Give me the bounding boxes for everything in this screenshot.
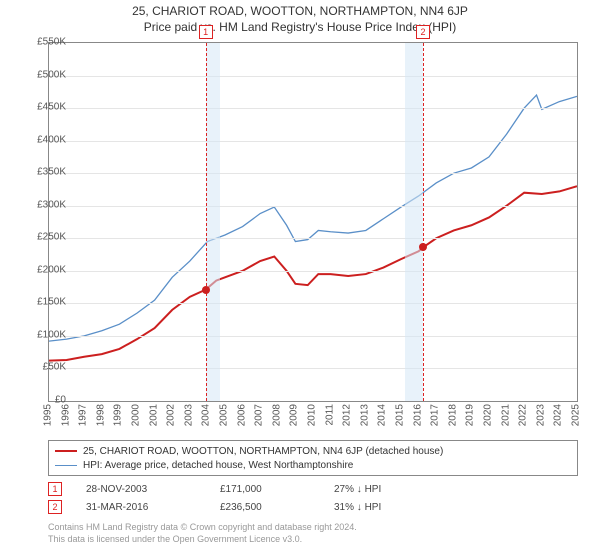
sale-marker: 1 <box>48 482 62 496</box>
y-axis-label: £100K <box>26 329 66 340</box>
x-axis-label: 2005 <box>219 404 230 426</box>
page-subtitle: Price paid vs. HM Land Registry's House … <box>0 20 600 34</box>
x-axis-label: 2004 <box>201 404 212 426</box>
sale-point <box>202 286 210 294</box>
x-axis-label: 2000 <box>131 404 142 426</box>
x-axis-label: 2010 <box>307 404 318 426</box>
chart-lines <box>49 43 577 401</box>
sale-delta: 31% ↓ HPI <box>334 502 381 513</box>
x-axis-label: 2007 <box>254 404 265 426</box>
x-axis-label: 2011 <box>324 404 335 426</box>
y-axis-label: £300K <box>26 199 66 210</box>
legend-item: HPI: Average price, detached house, West… <box>55 458 571 472</box>
sales-table: 1 28-NOV-2003 £171,000 27% ↓ HPI 2 31-MAR-201… <box>48 480 578 516</box>
x-axis-label: 2023 <box>535 404 546 426</box>
x-axis-label: 2017 <box>430 404 441 426</box>
shaded-band <box>405 43 423 401</box>
y-axis-label: £150K <box>26 297 66 308</box>
shaded-band <box>206 43 220 401</box>
legend: 25, CHARIOT ROAD, WOOTTON, NORTHAMPTON, … <box>48 440 578 476</box>
event-marker: 2 <box>416 25 430 39</box>
footer-line2: This data is licensed under the Open Gov… <box>48 534 578 546</box>
y-axis-label: £400K <box>26 134 66 145</box>
footer-line1: Contains HM Land Registry data © Crown c… <box>48 522 578 534</box>
legend-label: 25, CHARIOT ROAD, WOOTTON, NORTHAMPTON, … <box>83 446 443 457</box>
legend-label: HPI: Average price, detached house, West… <box>83 460 353 471</box>
x-axis-label: 2015 <box>395 404 406 426</box>
y-axis-label: £450K <box>26 102 66 113</box>
event-marker: 1 <box>199 25 213 39</box>
sale-date: 28-NOV-2003 <box>86 484 196 495</box>
x-axis-label: 2020 <box>483 404 494 426</box>
x-axis-label: 2018 <box>447 404 458 426</box>
legend-item: 25, CHARIOT ROAD, WOOTTON, NORTHAMPTON, … <box>55 444 571 458</box>
sale-row: 1 28-NOV-2003 £171,000 27% ↓ HPI <box>48 480 578 498</box>
sale-date: 31-MAR-2016 <box>86 502 196 513</box>
x-axis-label: 2006 <box>236 404 247 426</box>
y-axis-label: £200K <box>26 264 66 275</box>
x-axis-label: 2013 <box>359 404 370 426</box>
x-axis-label: 2021 <box>500 404 511 426</box>
footer: Contains HM Land Registry data © Crown c… <box>48 522 578 545</box>
title-block: 25, CHARIOT ROAD, WOOTTON, NORTHAMPTON, … <box>0 0 600 34</box>
x-axis-label: 2025 <box>571 404 582 426</box>
y-axis-label: £50K <box>26 362 66 373</box>
y-axis-label: £500K <box>26 69 66 80</box>
sale-marker: 2 <box>48 500 62 514</box>
x-axis-label: 2016 <box>412 404 423 426</box>
x-axis-label: 1995 <box>43 404 54 426</box>
y-axis-label: £550K <box>26 37 66 48</box>
series-price_paid <box>49 186 577 360</box>
x-axis-label: 1999 <box>113 404 124 426</box>
x-axis-label: 2008 <box>271 404 282 426</box>
y-axis-label: £350K <box>26 167 66 178</box>
y-axis-label: £250K <box>26 232 66 243</box>
event-line <box>206 43 207 401</box>
x-axis-label: 2022 <box>518 404 529 426</box>
x-axis-label: 2014 <box>377 404 388 426</box>
x-axis-label: 1998 <box>95 404 106 426</box>
event-line <box>423 43 424 401</box>
sale-point <box>419 243 427 251</box>
sale-delta: 27% ↓ HPI <box>334 484 381 495</box>
page-title: 25, CHARIOT ROAD, WOOTTON, NORTHAMPTON, … <box>0 4 600 18</box>
page: 25, CHARIOT ROAD, WOOTTON, NORTHAMPTON, … <box>0 0 600 560</box>
x-axis-label: 1996 <box>60 404 71 426</box>
sale-price: £171,000 <box>220 484 310 495</box>
x-axis-label: 2019 <box>465 404 476 426</box>
legend-swatch <box>55 465 77 466</box>
x-axis-label: 2009 <box>289 404 300 426</box>
x-axis-label: 2002 <box>166 404 177 426</box>
x-axis-label: 2003 <box>183 404 194 426</box>
x-axis-label: 2012 <box>342 404 353 426</box>
x-axis-label: 1997 <box>78 404 89 426</box>
legend-swatch <box>55 450 77 452</box>
sale-row: 2 31-MAR-2016 £236,500 31% ↓ HPI <box>48 498 578 516</box>
x-axis-label: 2001 <box>148 404 159 426</box>
x-axis-label: 2024 <box>553 404 564 426</box>
chart: 12 <box>48 42 578 402</box>
sale-price: £236,500 <box>220 502 310 513</box>
